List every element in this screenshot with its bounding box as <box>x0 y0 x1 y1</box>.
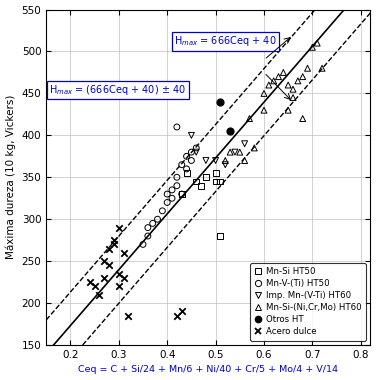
Point <box>179 162 185 168</box>
Point <box>261 90 267 97</box>
Point <box>295 78 301 84</box>
Point <box>188 157 194 163</box>
Point <box>217 99 223 105</box>
Point <box>222 157 228 163</box>
Point <box>111 237 117 243</box>
Point <box>242 141 248 147</box>
Point <box>217 233 223 239</box>
Point <box>212 157 218 163</box>
Point <box>116 283 122 289</box>
Point <box>174 313 180 319</box>
Point <box>145 225 151 231</box>
Point <box>222 162 228 168</box>
Point <box>111 241 117 247</box>
Point <box>266 82 272 88</box>
Point <box>198 183 204 189</box>
Point <box>290 95 296 101</box>
Point <box>164 200 170 206</box>
Point <box>174 183 180 189</box>
Point <box>227 128 233 134</box>
Point <box>169 195 175 201</box>
Point <box>217 179 223 185</box>
Point <box>242 157 248 163</box>
Point <box>101 258 107 264</box>
Point <box>87 279 93 285</box>
Point <box>212 170 218 176</box>
Point <box>145 233 151 239</box>
Text: H$_{max}$ = (666Ceq + 40) ± 40: H$_{max}$ = (666Ceq + 40) ± 40 <box>50 83 186 97</box>
Point <box>290 86 296 92</box>
Point <box>159 208 165 214</box>
Point <box>179 191 185 197</box>
Point <box>121 250 127 256</box>
Point <box>300 74 306 80</box>
Point <box>251 145 257 151</box>
Point <box>227 149 233 155</box>
Y-axis label: Máxima dureza (10 kg, Vickers): Máxima dureza (10 kg, Vickers) <box>6 95 16 260</box>
Point <box>232 149 238 155</box>
Point <box>183 170 190 176</box>
Point <box>140 241 146 247</box>
Point <box>150 220 156 226</box>
X-axis label: Ceq = C + Si/24 + Mn/6 + Ni/40 + Cr/5 + Mo/4 + V/14: Ceq = C + Si/24 + Mn/6 + Ni/40 + Cr/5 + … <box>78 366 338 374</box>
Point <box>193 145 199 151</box>
Point <box>276 74 282 80</box>
Point <box>319 65 325 71</box>
Point <box>121 275 127 281</box>
Point <box>183 166 190 172</box>
Point <box>155 216 161 222</box>
Point <box>116 225 122 231</box>
Legend: Mn-Si HT50, Mn-V-(Ti) HT50, Imp. Mn-(V-Ti) HT60, Mn-Si-(Ni,Cr,Mo) HT60, Otros HT: Mn-Si HT50, Mn-V-(Ti) HT50, Imp. Mn-(V-T… <box>250 263 366 341</box>
Point <box>174 124 180 130</box>
Point <box>193 149 199 155</box>
Point <box>314 40 320 46</box>
Point <box>188 149 194 155</box>
Point <box>246 116 252 122</box>
Point <box>280 70 287 76</box>
Point <box>261 107 267 113</box>
Point <box>106 262 112 268</box>
Point <box>193 179 199 185</box>
Point <box>179 309 185 315</box>
Point <box>203 157 209 163</box>
Point <box>169 187 175 193</box>
Point <box>309 44 315 50</box>
Point <box>271 78 277 84</box>
Point <box>300 116 306 122</box>
Point <box>126 313 132 319</box>
Text: H$_{max}$ = 666Ceq + 40: H$_{max}$ = 666Ceq + 40 <box>174 35 277 48</box>
Point <box>179 191 185 197</box>
Point <box>212 179 218 185</box>
Point <box>116 271 122 277</box>
Point <box>285 107 291 113</box>
Point <box>92 283 98 289</box>
Point <box>188 132 194 138</box>
Point <box>203 174 209 180</box>
Point <box>164 191 170 197</box>
Point <box>183 153 190 159</box>
Point <box>285 82 291 88</box>
Point <box>106 245 112 252</box>
Point <box>101 275 107 281</box>
Point <box>237 149 243 155</box>
Point <box>174 174 180 180</box>
Point <box>97 292 103 298</box>
Point <box>305 65 311 71</box>
